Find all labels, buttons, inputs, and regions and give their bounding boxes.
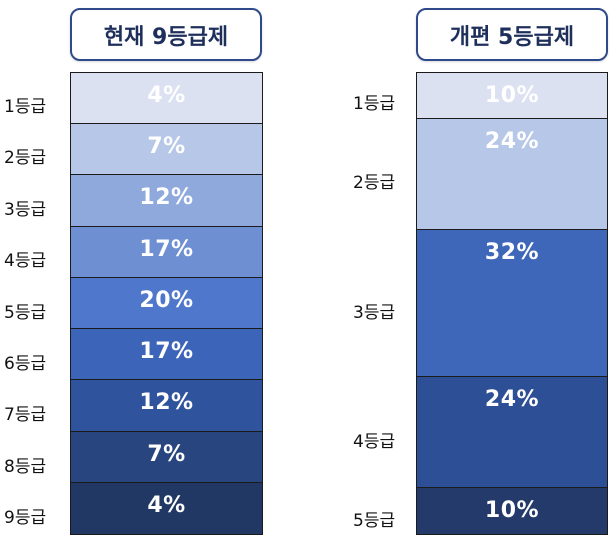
grade-percent: 10% <box>484 83 540 108</box>
grade-segment: 24% <box>417 119 607 230</box>
grade-segment: 32% <box>417 229 607 378</box>
grade-percent: 12% <box>139 390 194 416</box>
grade-segment: 12% <box>71 175 262 227</box>
grade-percent: 12% <box>139 185 194 211</box>
grade-label: 7등급 <box>4 405 47 426</box>
grade-label: 5등급 <box>353 510 396 531</box>
grade-percent: 7% <box>147 441 186 467</box>
grade-segment: 20% <box>71 277 262 330</box>
column-reformed-5-grade: 10% 24% 32% 24% 10% <box>416 72 608 535</box>
grade-segment: 17% <box>71 329 262 381</box>
grade-label: 4등급 <box>4 251 47 272</box>
title-current-9-grade: 현재 9등급제 <box>70 8 262 61</box>
grade-label: 3등급 <box>4 199 47 220</box>
grade-segment: 17% <box>71 226 262 278</box>
grade-segment: 10% <box>417 487 607 535</box>
grade-segment: 7% <box>71 124 262 176</box>
grade-label: 8등급 <box>4 456 47 477</box>
grade-label: 1등급 <box>4 96 47 117</box>
grade-label: 2등급 <box>4 148 47 169</box>
grade-segment: 4% <box>71 73 262 125</box>
grade-percent: 32% <box>484 239 540 265</box>
grade-percent: 17% <box>139 339 194 365</box>
grade-label: 6등급 <box>4 353 47 374</box>
grade-label: 3등급 <box>353 302 396 323</box>
grade-segment: 12% <box>71 380 262 432</box>
grade-percent: 24% <box>484 387 540 413</box>
grade-segment: 4% <box>71 482 262 534</box>
grade-label: 5등급 <box>4 302 47 323</box>
grade-percent: 20% <box>139 287 194 313</box>
grade-label: 9등급 <box>4 508 47 529</box>
grade-percent: 4% <box>147 492 186 518</box>
grade-percent: 7% <box>147 134 186 160</box>
column-current-9-grade: 4% 7% 12% 17% 20% 17% 12% 7% 4% <box>70 72 263 535</box>
grade-percent: 10% <box>484 497 540 523</box>
grade-percent: 17% <box>139 236 194 262</box>
grade-segment: 10% <box>417 73 607 120</box>
grade-percent: 24% <box>484 129 540 155</box>
grade-label: 1등급 <box>353 94 396 115</box>
grade-percent: 4% <box>147 83 186 108</box>
grade-segment: 7% <box>71 431 262 483</box>
grade-segment: 24% <box>417 377 607 488</box>
grade-label: 4등급 <box>353 432 396 453</box>
title-reformed-5-grade: 개편 5등급제 <box>416 8 608 61</box>
grade-label: 2등급 <box>353 172 396 193</box>
